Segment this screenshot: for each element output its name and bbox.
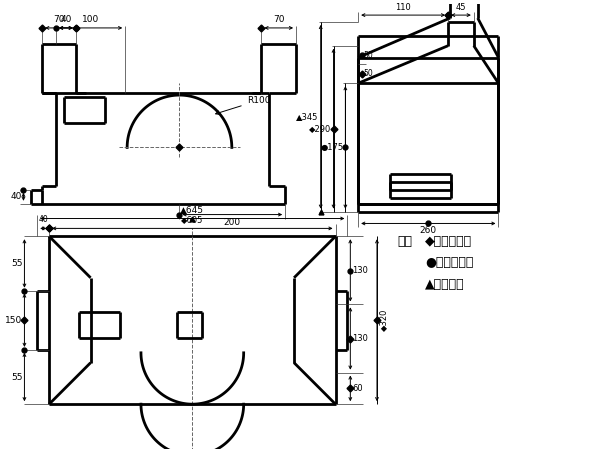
Text: 50: 50 bbox=[363, 50, 373, 59]
Text: ◆605: ◆605 bbox=[181, 216, 203, 225]
Text: 50: 50 bbox=[363, 69, 373, 78]
Text: 40: 40 bbox=[38, 216, 48, 225]
Text: 150: 150 bbox=[5, 316, 22, 325]
Text: 70: 70 bbox=[273, 15, 284, 24]
Text: ◆为定形尺寸: ◆为定形尺寸 bbox=[425, 235, 472, 248]
Text: ●为定位尺寸: ●为定位尺寸 bbox=[425, 256, 474, 270]
Text: 260: 260 bbox=[420, 226, 437, 235]
Text: 200: 200 bbox=[224, 217, 241, 226]
Text: 40: 40 bbox=[60, 15, 71, 24]
Text: 55: 55 bbox=[11, 259, 22, 268]
Text: 70: 70 bbox=[53, 15, 65, 24]
Text: 60: 60 bbox=[352, 384, 363, 393]
Text: 45: 45 bbox=[455, 3, 466, 12]
Text: ●175: ●175 bbox=[320, 143, 343, 152]
Text: 130: 130 bbox=[352, 334, 368, 343]
Text: 110: 110 bbox=[395, 3, 411, 12]
Text: ▲645: ▲645 bbox=[181, 206, 205, 215]
Text: 40: 40 bbox=[10, 192, 22, 201]
Text: ▲为总尺寸: ▲为总尺寸 bbox=[425, 278, 465, 291]
Text: 130: 130 bbox=[352, 266, 368, 275]
Text: 100: 100 bbox=[82, 15, 99, 24]
Text: R100: R100 bbox=[215, 96, 270, 114]
Text: ◆290: ◆290 bbox=[310, 124, 332, 133]
Text: ◆320: ◆320 bbox=[379, 309, 388, 331]
Text: 55: 55 bbox=[11, 373, 22, 382]
Text: ▲345: ▲345 bbox=[296, 112, 319, 122]
Text: 注：: 注： bbox=[398, 235, 413, 248]
